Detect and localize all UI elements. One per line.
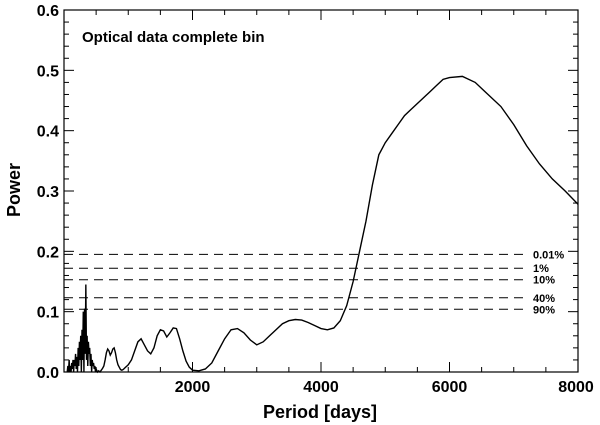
series-group <box>66 75 579 374</box>
y-tick-label: 0.4 <box>37 124 59 141</box>
threshold-label: 90% <box>533 304 555 316</box>
y-axis-label: Power <box>4 163 24 217</box>
threshold-label: 1% <box>533 263 549 275</box>
threshold-lines: 0.01% 1%10% 40%90% <box>64 249 564 316</box>
y-tick-label: 0.5 <box>37 63 59 80</box>
x-tick-label: 2000 <box>175 379 211 396</box>
y-tick-label: 0.2 <box>37 244 59 261</box>
series-line <box>66 75 579 374</box>
threshold-label: 40% <box>533 293 555 305</box>
x-tick-label: 8000 <box>558 379 594 396</box>
y-tick-label: 0.1 <box>37 305 59 322</box>
x-axis-label: Period [days] <box>263 402 377 422</box>
plot-border <box>63 9 579 373</box>
y-tick-label: 0.3 <box>37 184 59 201</box>
threshold-label: 10% <box>533 275 555 287</box>
threshold-label: 0.01% <box>533 249 564 261</box>
chart-annotation: Optical data complete bin <box>82 29 265 46</box>
y-tick-label: 0.0 <box>37 365 59 382</box>
x-tick-label: 6000 <box>432 379 468 396</box>
axis-ticks: 2000 4000 6000 8000 0.0 0.1 0.2 0.3 0.4 0.5 0.6 <box>37 3 594 396</box>
y-tick-label: 0.6 <box>37 3 59 20</box>
x-tick-label: 4000 <box>303 379 339 396</box>
plot-frame <box>63 9 579 373</box>
